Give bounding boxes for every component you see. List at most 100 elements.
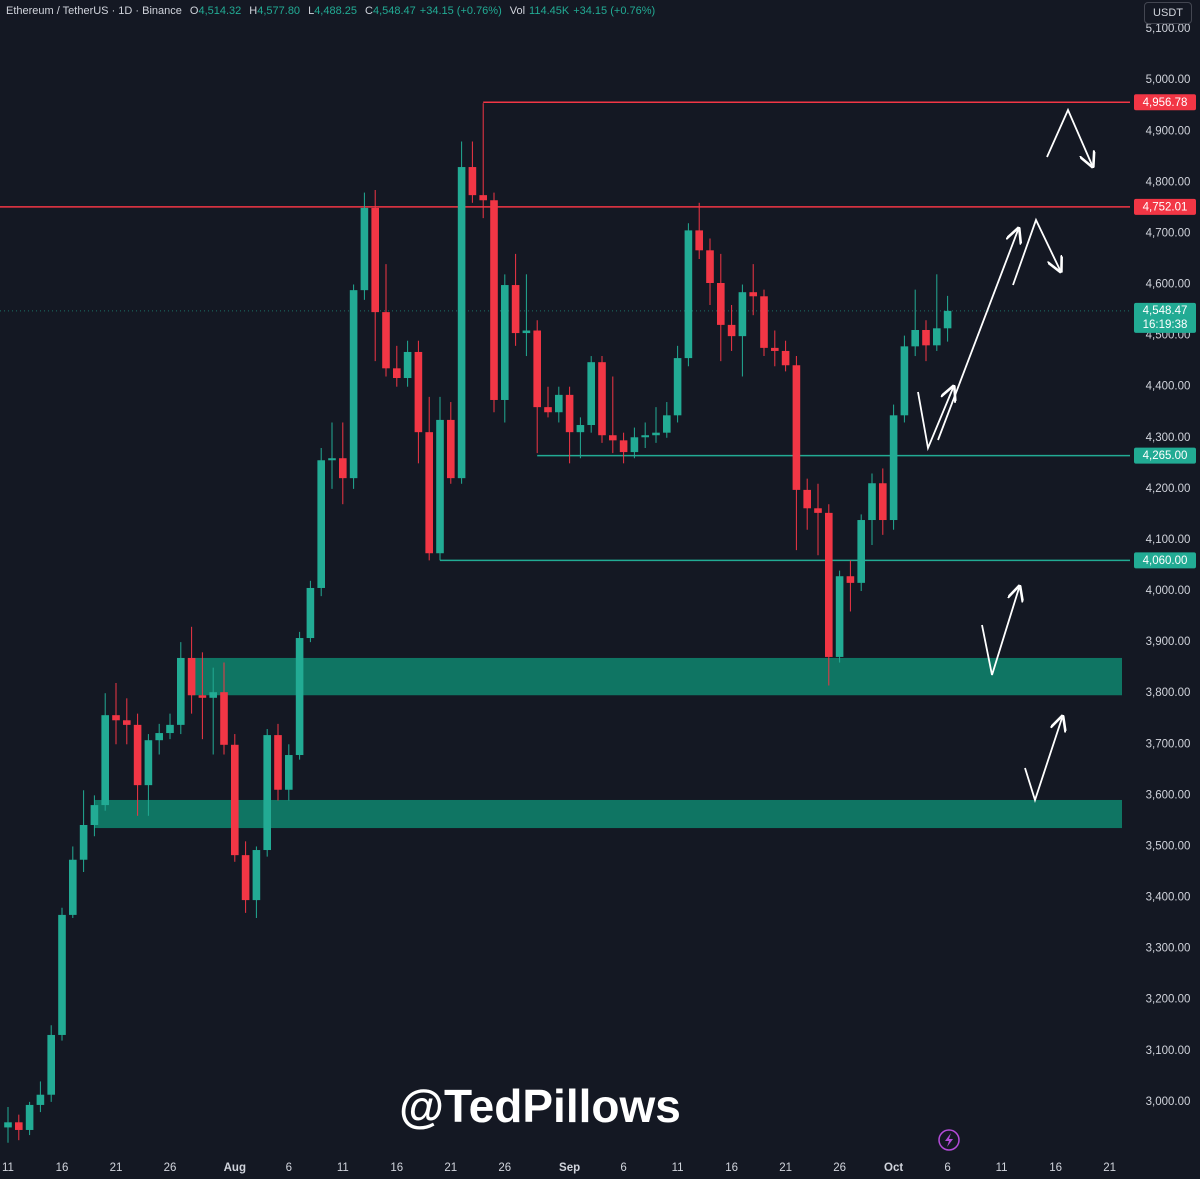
x-tick-label: 21 <box>110 1162 123 1174</box>
candle-body <box>155 733 163 741</box>
candle-body <box>339 458 347 479</box>
candle-body <box>641 435 649 438</box>
arrow <box>1012 217 1060 286</box>
y-tick-label: 4,700.00 <box>1146 227 1191 239</box>
y-tick-label: 3,400.00 <box>1146 892 1191 904</box>
candle-body <box>425 432 433 554</box>
candle-body <box>706 250 714 284</box>
x-tick-label: 6 <box>620 1162 626 1174</box>
x-tick-label: 16 <box>1049 1162 1062 1174</box>
y-tick-label: 4,600.00 <box>1146 279 1191 291</box>
zone <box>94 799 1122 829</box>
arrow <box>1046 107 1092 165</box>
x-tick-label: 26 <box>164 1162 177 1174</box>
candle-body <box>684 230 693 359</box>
candle-body <box>738 292 747 337</box>
candle-body <box>403 351 412 379</box>
y-tick-label: 4,800.00 <box>1146 176 1191 188</box>
candle-body <box>328 458 336 461</box>
candle-body <box>889 415 898 521</box>
icon-circle <box>938 1129 960 1151</box>
candle-body <box>220 692 228 745</box>
y-tick-label: 3,000.00 <box>1146 1096 1191 1108</box>
x-tick-label: 11 <box>672 1162 684 1174</box>
y-tick-label: 3,300.00 <box>1146 943 1191 955</box>
candle-body <box>90 805 99 825</box>
candle-body <box>79 825 88 860</box>
candle-body <box>749 292 757 297</box>
candle-body <box>803 489 811 509</box>
candle-body <box>479 195 487 201</box>
candle-body <box>166 724 174 734</box>
candle-body <box>317 460 325 588</box>
y-tick-label: 5,000.00 <box>1146 74 1191 86</box>
candle-body <box>695 230 703 251</box>
levels-layer <box>0 101 1130 562</box>
candle-body <box>15 1122 23 1130</box>
candle-body <box>771 347 779 351</box>
candle-body <box>717 283 725 325</box>
candle-body <box>619 440 628 453</box>
y-tick-label: 4,300.00 <box>1146 432 1191 444</box>
candle-body <box>123 720 131 725</box>
candle-body <box>663 415 671 433</box>
ohlc-field: O4,514.32 <box>186 5 241 17</box>
x-tick-label: 26 <box>833 1162 846 1174</box>
candle-body <box>382 312 390 369</box>
y-tick-label: 3,700.00 <box>1146 738 1191 750</box>
candle-body <box>933 328 941 346</box>
candle-body <box>133 724 142 786</box>
candle-body <box>814 508 822 513</box>
candle-body <box>436 419 444 554</box>
field-key: C <box>365 5 373 17</box>
candle-body <box>457 167 466 479</box>
field-key: H <box>249 5 258 17</box>
candle-body <box>857 520 865 583</box>
candle-body <box>306 587 315 639</box>
lightning-icon <box>938 1129 960 1151</box>
candle-body <box>447 419 455 479</box>
drawn-arrows <box>917 107 1092 803</box>
y-tick-label: 3,900.00 <box>1146 636 1191 648</box>
candle-body <box>101 715 109 806</box>
candle-body <box>533 330 541 408</box>
candle-body <box>490 200 498 400</box>
candle-body <box>835 576 844 657</box>
candle-body <box>879 483 887 521</box>
candle-body <box>609 435 617 441</box>
candle-body <box>673 358 682 416</box>
candle-body <box>587 362 595 426</box>
level-label: 4,265.00 <box>1143 450 1188 462</box>
change: +34.15 (+0.76%) <box>419 5 502 17</box>
candle-body <box>501 285 509 400</box>
x-tick-label: Aug <box>224 1162 246 1174</box>
candle-body <box>630 437 639 453</box>
candle-body <box>911 330 919 347</box>
vol-change: +34.15 (+0.76%) <box>573 5 656 17</box>
x-tick-label: 11 <box>337 1162 349 1174</box>
y-tick-label: 3,500.00 <box>1146 840 1191 852</box>
candle-body <box>263 735 271 851</box>
y-tick-label: 4,000.00 <box>1146 585 1191 597</box>
x-tick-label: 11 <box>996 1162 1008 1174</box>
y-tick-label: 3,200.00 <box>1146 994 1191 1006</box>
level-label: 4,956.78 <box>1143 97 1188 109</box>
candle-body <box>349 290 358 479</box>
candle-body <box>69 859 77 915</box>
candle-body <box>922 330 930 346</box>
x-tick-label: 21 <box>779 1162 792 1174</box>
level-label-box <box>1134 447 1196 464</box>
candle-body <box>393 368 401 379</box>
x-tick-label: 11 <box>2 1162 14 1174</box>
candle-body <box>792 365 801 490</box>
y-tick-label: 3,800.00 <box>1146 687 1191 699</box>
currency-button[interactable]: USDT <box>1144 2 1192 24</box>
candle-body <box>177 657 185 725</box>
candle-body <box>468 167 477 196</box>
candle-body <box>187 657 196 696</box>
candle-body <box>209 692 217 698</box>
level-label-box <box>1134 552 1196 569</box>
candle-body <box>58 914 66 1035</box>
